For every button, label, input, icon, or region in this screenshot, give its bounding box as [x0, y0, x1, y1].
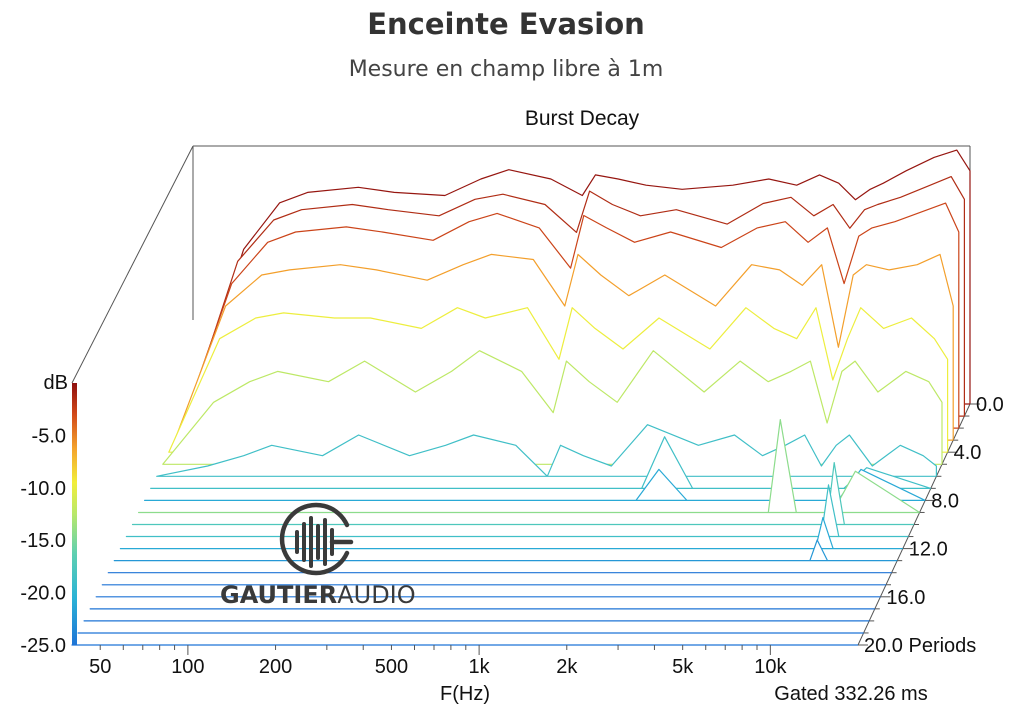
z-tick-label: 8.0: [931, 490, 959, 512]
decay-slice-period-12: [119, 517, 904, 550]
x-tick-label: 200: [259, 656, 292, 678]
page-title: Enceinte Evasion: [367, 7, 645, 41]
colorbar-tick-label: -10.0: [20, 478, 66, 500]
decay-slice-period-9: [138, 419, 921, 514]
x-tick-label: 5k: [672, 656, 694, 678]
decay-slices: [71, 149, 971, 646]
z-tick-label: 16.0: [886, 587, 925, 609]
z-tick-label: 4.0: [954, 442, 982, 464]
colorbar-tick-label: -25.0: [20, 635, 66, 657]
colorbar-tick-label: -5.0: [32, 425, 66, 447]
waveform-g-logo-icon: [279, 502, 354, 576]
gautier-audio-logo: GAUTIERAUDIO: [220, 502, 416, 609]
frame-side-diagonal-edge: [71, 145, 194, 384]
decay-slice-period-6: [156, 424, 937, 477]
colorbar: dB -5.0 -10.0 -15.0 -20.0 -25.0: [20, 372, 77, 657]
colorbar-tick-label: -15.0: [20, 530, 66, 552]
plot-title: Burst Decay: [525, 107, 640, 130]
x-tick-label: 10k: [754, 656, 787, 678]
logo-wordmark: GAUTIERAUDIO: [220, 581, 416, 609]
z-tick-label: 20.0 Periods: [864, 635, 976, 657]
colorbar-gradient: [72, 383, 77, 645]
page-subtitle: Mesure en champ libre à 1m: [349, 57, 664, 82]
gating-note: Gated 332.26 ms: [774, 683, 927, 705]
logo-text-bold: GAUTIER: [220, 581, 337, 609]
logo-text-light: AUDIO: [337, 581, 415, 609]
period-axis: 0.0 4.0 8.0 12.0 16.0 20.0 Periods: [858, 394, 1004, 657]
colorbar-label: dB: [44, 372, 68, 394]
decay-slice-period-13: [113, 539, 898, 562]
x-tick-label: 500: [375, 656, 408, 678]
x-tick-label: 100: [171, 656, 204, 678]
x-tick-label: 1k: [469, 656, 491, 678]
frequency-axis: 50 100 200 500 1k 2k 5k 10k: [89, 645, 787, 678]
x-tick-label: 50: [89, 656, 111, 678]
colorbar-tick-label: -20.0: [20, 583, 66, 605]
x-axis-label: F(Hz): [440, 683, 490, 705]
x-tick-label: 2k: [556, 656, 578, 678]
z-tick-label: 0.0: [976, 394, 1004, 416]
z-tick-label: 12.0: [909, 539, 948, 561]
